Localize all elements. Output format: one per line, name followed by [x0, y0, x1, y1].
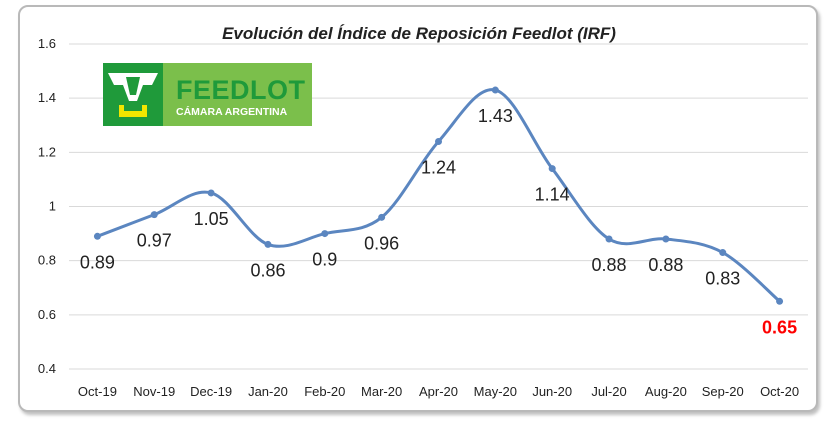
data-point — [605, 235, 613, 243]
data-label: 0.65 — [762, 317, 797, 337]
data-label: 0.96 — [364, 233, 399, 253]
x-tick-label: Nov-19 — [133, 384, 175, 399]
x-tick-label: Oct-20 — [760, 384, 799, 399]
data-label: 1.14 — [535, 185, 570, 205]
x-axis: Oct-19 Nov-19 Dec-19 Jan-20 Feb-20 Mar-20 Apr-… — [78, 384, 799, 399]
data-label: 0.86 — [250, 260, 285, 280]
bull-head-icon — [103, 63, 163, 126]
logo-sub-text: CÁMARA ARGENTINA — [176, 106, 288, 118]
data-points — [93, 86, 784, 305]
x-tick-label: Oct-19 — [78, 384, 117, 399]
logo-main-text: FEEDLOT — [176, 75, 306, 105]
x-tick-label: Feb-20 — [304, 384, 345, 399]
data-label: 0.88 — [592, 255, 627, 275]
data-label: 1.05 — [194, 209, 229, 229]
y-tick-label: 1.4 — [38, 90, 56, 105]
y-tick-label: 0.6 — [38, 307, 56, 322]
data-label: 0.9 — [312, 250, 337, 270]
data-point — [776, 297, 784, 305]
x-tick-label: Apr-20 — [419, 384, 458, 399]
data-point — [207, 189, 215, 197]
data-label: 0.83 — [705, 269, 740, 289]
feedlot-logo: FEEDLOT CÁMARA ARGENTINA — [103, 63, 312, 126]
data-point — [264, 240, 272, 248]
x-tick-label: May-20 — [474, 384, 517, 399]
x-tick-label: Jul-20 — [591, 384, 626, 399]
data-point — [321, 230, 329, 238]
y-tick-label: 1 — [49, 199, 56, 214]
y-axis: 0.4 0.6 0.8 1 1.2 1.4 1.6 — [38, 36, 56, 376]
data-point — [93, 232, 101, 240]
y-tick-label: 0.8 — [38, 253, 56, 268]
data-point — [435, 138, 442, 145]
y-tick-label: 1.2 — [38, 144, 56, 159]
data-point — [150, 211, 158, 219]
x-tick-label: Aug-20 — [645, 384, 687, 399]
data-labels: 0.89 0.97 1.05 0.86 0.9 0.96 1.24 1.43 1.14 0.88 0… — [80, 106, 797, 337]
chart-title: Evolución del Índice de Reposición Feedl… — [222, 24, 616, 43]
y-tick-label: 1.6 — [38, 36, 56, 51]
y-tick-label: 0.4 — [38, 361, 56, 376]
data-point — [378, 213, 386, 221]
data-label: 1.43 — [478, 106, 513, 126]
data-label: 0.88 — [648, 255, 683, 275]
data-label: 0.89 — [80, 252, 115, 272]
data-point — [548, 165, 556, 173]
x-tick-label: Jan-20 — [248, 384, 288, 399]
x-tick-label: Jun-20 — [532, 384, 572, 399]
x-tick-label: Sep-20 — [702, 384, 744, 399]
x-tick-label: Mar-20 — [361, 384, 402, 399]
data-label: 0.97 — [137, 231, 172, 251]
x-tick-label: Dec-19 — [190, 384, 232, 399]
data-point — [662, 235, 670, 243]
data-point — [719, 249, 727, 257]
data-label: 1.24 — [421, 158, 456, 178]
data-point — [491, 86, 499, 94]
